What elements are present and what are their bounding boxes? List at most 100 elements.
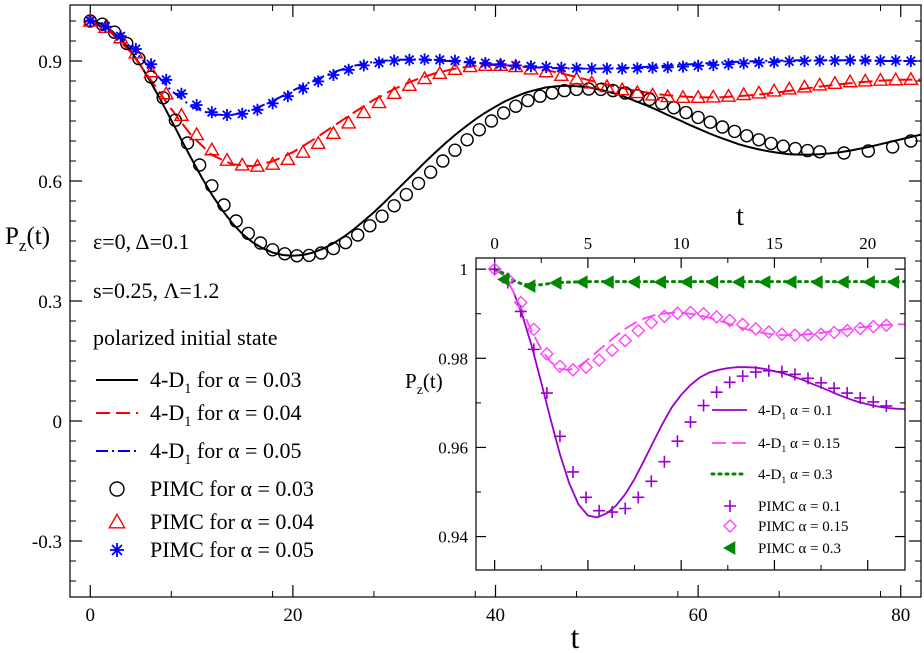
main-series-3-point bbox=[679, 105, 693, 120]
main-series-4-point bbox=[705, 88, 722, 103]
inset-y-tick-label: 0.94 bbox=[438, 528, 468, 547]
main-series-4-point bbox=[523, 60, 539, 75]
main-series-3-point bbox=[691, 110, 705, 125]
inset-series-4-point bbox=[840, 323, 855, 338]
inset-series-4-point bbox=[853, 321, 868, 336]
inset-series-4-point bbox=[748, 321, 763, 336]
main-series-5-point bbox=[464, 55, 477, 68]
main-series-5-point bbox=[524, 60, 537, 73]
main-series-5-point bbox=[205, 106, 218, 119]
main-series-3-point bbox=[326, 241, 341, 256]
inset-series-3-point bbox=[788, 368, 801, 381]
inset-series-4-point bbox=[879, 318, 894, 333]
main-series-3-point bbox=[253, 236, 268, 250]
inset-series-3-point bbox=[488, 263, 501, 276]
inset-series-3-point bbox=[514, 305, 527, 318]
main-series-3-point bbox=[314, 246, 328, 260]
inset-series-5-point bbox=[601, 275, 614, 289]
main-series-5-point bbox=[844, 54, 857, 67]
main-series-3-point bbox=[448, 143, 462, 157]
inset-series-3-point bbox=[802, 372, 815, 385]
main-series-5-point bbox=[737, 57, 750, 70]
inset-series-3-point bbox=[736, 370, 749, 383]
main-series-5-point bbox=[99, 20, 112, 33]
inset-series-4-point bbox=[539, 346, 554, 361]
main-series-4-point bbox=[903, 71, 919, 86]
inset-series-3-point bbox=[593, 504, 606, 517]
inset-series-4-point bbox=[696, 306, 711, 321]
main-series-4-point bbox=[280, 151, 296, 166]
main-series-3-point bbox=[472, 123, 486, 137]
main-series-5-point bbox=[190, 99, 203, 111]
main-series-5-point bbox=[752, 56, 765, 69]
main-series-5-point bbox=[84, 15, 97, 27]
inset-series-5-point bbox=[862, 275, 875, 289]
inset-series-4-point bbox=[683, 305, 698, 320]
main-series-3-point bbox=[654, 96, 669, 111]
main-series-4-point bbox=[751, 84, 767, 99]
inset-series-3-point bbox=[566, 465, 579, 478]
inset-x-tick-label: 10 bbox=[673, 234, 690, 253]
inset-series-5-point bbox=[784, 275, 797, 289]
main-series-4-point bbox=[264, 156, 281, 170]
inset-series-3-point bbox=[762, 364, 775, 377]
main-series-4-point bbox=[553, 67, 570, 82]
main-legend-label-0: 4-D1 for α = 0.03 bbox=[150, 367, 301, 397]
main-series-4-point bbox=[204, 141, 220, 156]
main-series-4-point bbox=[431, 65, 448, 80]
inset-series-4-point bbox=[827, 325, 842, 340]
inset-background bbox=[464, 258, 907, 570]
main-legend-label-3: PIMC for α = 0.03 bbox=[150, 476, 314, 501]
main-series-4-point bbox=[355, 104, 372, 119]
main-legend-marker-4 bbox=[108, 512, 126, 529]
main-y-tick-label: -0.3 bbox=[32, 532, 62, 553]
inset-plot: 0 5 10 15 20 0.94 0.96 0.98 1 t Pz(t) 4-D1 α = 0… bbox=[405, 201, 907, 571]
inset-series-3-point bbox=[671, 435, 684, 448]
inset-series-4-point bbox=[631, 323, 646, 338]
main-series-3-point bbox=[363, 219, 377, 233]
inset-series-4-point bbox=[722, 313, 737, 328]
inset-x-tick-label: 20 bbox=[859, 234, 876, 253]
main-legend-marker-5 bbox=[110, 543, 124, 557]
main-x-tick-label: 80 bbox=[891, 605, 910, 626]
main-axis-ticks: 0 20 40 60 80 -0.3 0 0.3 0.6 0.9 bbox=[32, 5, 921, 626]
main-series-3-point bbox=[715, 120, 730, 134]
main-legend-marker-3 bbox=[109, 481, 125, 497]
main-legend: 4-D1 for α = 0.034-D1 for α = 0.04 4-D1 f… bbox=[96, 367, 314, 562]
inset-series-4-point bbox=[761, 324, 776, 339]
main-series-5-point bbox=[859, 54, 872, 67]
main-series-4-point bbox=[735, 86, 752, 101]
main-series-5-point bbox=[828, 54, 841, 67]
main-series-5-point bbox=[160, 73, 173, 86]
inset-legend-label-2: 4-D1 α = 0.3 bbox=[758, 467, 833, 486]
inset-series-3-point bbox=[723, 376, 736, 389]
main-series-4-point bbox=[766, 82, 782, 97]
main-series-5-point bbox=[631, 62, 644, 75]
main-series-0-line bbox=[90, 20, 921, 257]
inset-series-4-point bbox=[735, 317, 750, 332]
main-series-3-point bbox=[338, 235, 353, 250]
inset-series-3-point bbox=[697, 399, 710, 412]
main-series-5-point bbox=[570, 62, 583, 75]
main-series-5-point bbox=[342, 63, 355, 76]
inset-series-4-point bbox=[670, 306, 685, 321]
inset-series-4-point bbox=[787, 328, 802, 343]
main-series-4-point bbox=[340, 114, 357, 129]
main-series-5-point bbox=[388, 54, 401, 67]
main-series-3-point bbox=[904, 134, 918, 148]
inset-plot-frame bbox=[475, 257, 906, 571]
main-series-layer bbox=[82, 12, 921, 263]
main-series-3-point bbox=[423, 165, 438, 179]
inset-series-3-point bbox=[880, 399, 893, 412]
inset-x-axis-label: t bbox=[736, 201, 744, 232]
annotation-parameters-1: ε=0, Δ=0.1 bbox=[93, 229, 190, 254]
main-series-4-point bbox=[447, 61, 463, 76]
inset-series-4-point bbox=[592, 353, 607, 368]
main-series-4-point bbox=[872, 72, 889, 86]
main-series-4-point bbox=[188, 126, 205, 141]
inset-series-4-point bbox=[801, 328, 815, 343]
main-series-3-point bbox=[484, 114, 499, 128]
inset-series-3-point bbox=[658, 455, 671, 468]
main-legend-label-1: 4-D1 for α = 0.04 bbox=[150, 400, 301, 430]
main-series-3-point bbox=[229, 214, 243, 228]
